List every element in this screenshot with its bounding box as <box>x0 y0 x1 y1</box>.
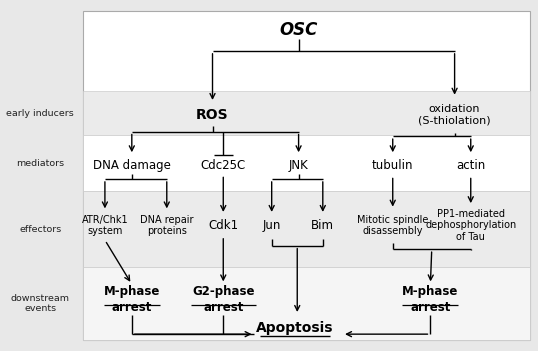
Bar <box>83 267 530 340</box>
Bar <box>83 91 530 135</box>
Bar <box>83 11 530 340</box>
Text: oxidation
(S-thiolation): oxidation (S-thiolation) <box>419 104 491 126</box>
Text: early inducers: early inducers <box>6 109 74 118</box>
Bar <box>83 135 530 191</box>
Text: OSC: OSC <box>279 21 318 39</box>
Text: JNK: JNK <box>289 159 308 172</box>
Bar <box>83 191 530 267</box>
Text: Apoptosis: Apoptosis <box>256 321 334 335</box>
Text: DNA repair
proteins: DNA repair proteins <box>140 214 194 236</box>
Text: DNA damage: DNA damage <box>93 159 171 172</box>
Text: PP1-mediated
dephosphorylation
of Tau: PP1-mediated dephosphorylation of Tau <box>425 209 516 242</box>
Text: effectors: effectors <box>19 225 61 233</box>
Text: Jun: Jun <box>263 219 281 232</box>
Text: tubulin: tubulin <box>372 159 414 172</box>
Text: ATR/Chk1
system: ATR/Chk1 system <box>82 214 128 236</box>
Text: M-phase
arrest: M-phase arrest <box>104 285 160 313</box>
Text: mediators: mediators <box>16 159 65 168</box>
Text: Bim: Bim <box>312 219 334 232</box>
Text: M-phase
arrest: M-phase arrest <box>402 285 458 313</box>
Text: actin: actin <box>456 159 485 172</box>
Text: G2-phase
arrest: G2-phase arrest <box>192 285 254 313</box>
Text: ROS: ROS <box>196 108 229 122</box>
Text: Cdk1: Cdk1 <box>208 219 238 232</box>
Text: Cdc25C: Cdc25C <box>201 159 246 172</box>
Text: downstream
events: downstream events <box>11 294 70 313</box>
Text: Mitotic spindle
disassembly: Mitotic spindle disassembly <box>357 214 428 236</box>
